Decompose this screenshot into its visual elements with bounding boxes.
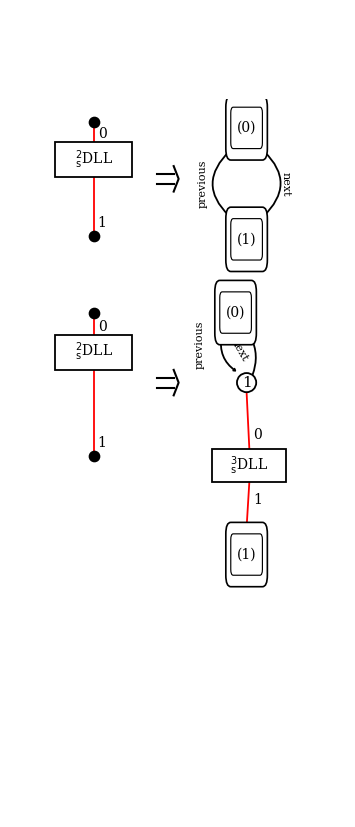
Text: (0): (0) [237, 121, 256, 135]
FancyArrowPatch shape [251, 337, 256, 375]
Text: 1: 1 [253, 494, 262, 508]
Text: previous: previous [198, 160, 208, 208]
Point [91, 115, 97, 128]
FancyArrowPatch shape [213, 151, 230, 216]
FancyBboxPatch shape [231, 534, 262, 576]
Text: 0: 0 [253, 428, 262, 442]
Point [91, 230, 97, 243]
Text: 0: 0 [98, 127, 106, 141]
Text: (0): (0) [226, 305, 245, 319]
Text: previous: previous [195, 321, 205, 370]
FancyArrowPatch shape [221, 336, 235, 370]
Bar [212, 449, 286, 482]
FancyBboxPatch shape [231, 108, 262, 149]
FancyBboxPatch shape [226, 523, 267, 586]
Bar [55, 335, 132, 370]
FancyBboxPatch shape [231, 218, 262, 260]
Text: next: next [229, 337, 250, 363]
FancyBboxPatch shape [226, 96, 267, 160]
Text: 1: 1 [242, 375, 251, 390]
FancyBboxPatch shape [215, 280, 256, 345]
Text: 1: 1 [98, 436, 106, 450]
FancyBboxPatch shape [226, 208, 267, 271]
Text: next: next [280, 172, 290, 196]
Text: 0: 0 [98, 319, 106, 333]
Text: $^2_{\rm s}$DLL: $^2_{\rm s}$DLL [75, 148, 113, 171]
FancyArrowPatch shape [263, 151, 280, 217]
Ellipse shape [237, 373, 256, 392]
FancyBboxPatch shape [220, 292, 251, 333]
Text: $^3_{\rm s}$DLL: $^3_{\rm s}$DLL [230, 454, 268, 476]
Point [91, 306, 97, 319]
Bar [55, 142, 132, 177]
Text: (1): (1) [237, 232, 256, 246]
Text: $^2_{\rm s}$DLL: $^2_{\rm s}$DLL [75, 341, 113, 363]
Text: 1: 1 [98, 217, 106, 231]
Point [91, 449, 97, 462]
Text: (1): (1) [237, 547, 256, 562]
